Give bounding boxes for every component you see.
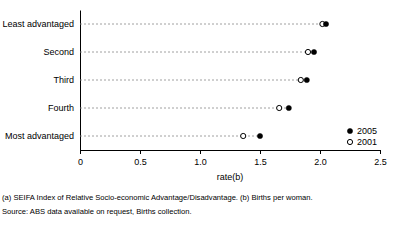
x-tick: 1.5 (254, 150, 267, 167)
x-tick-label: 2.5 (374, 157, 387, 167)
y-tick-label: Third (53, 75, 74, 85)
x-axis: 0 0.5 1.0 1.5 2.0 2.5 (78, 150, 387, 167)
y-tick-label: Second (43, 47, 74, 57)
dot (277, 105, 282, 110)
footnote: (a) SEIFA Index of Relative Socio-econom… (2, 193, 313, 202)
x-tick: 0.5 (134, 150, 147, 167)
y-axis-line (80, 11, 81, 151)
leader-line (80, 136, 260, 137)
legend-label: 2005 (357, 126, 377, 136)
dot (298, 77, 303, 82)
chart: 0 0.5 1.0 1.5 2.0 2.5 Least advantaged Second Th… (0, 0, 397, 227)
legend-marker (347, 139, 352, 144)
x-tick-mark (140, 150, 141, 154)
marks (80, 21, 329, 138)
leader-line (80, 52, 314, 53)
leader-line (80, 80, 307, 81)
dot (286, 105, 291, 110)
x-tick-mark (320, 150, 321, 154)
dot (323, 21, 328, 26)
dot (311, 49, 316, 54)
legend-entry: 2001 (347, 137, 377, 147)
y-tick: Second (43, 47, 80, 57)
leader-line (80, 108, 289, 109)
y-tick-label: Most advantaged (5, 131, 74, 141)
y-axis: Least advantaged Second Third Fourth Most ad… (2, 11, 80, 151)
x-tick-label: 0.5 (134, 157, 147, 167)
x-tick-mark (80, 150, 81, 154)
dot (241, 133, 246, 138)
leader-line (80, 24, 326, 25)
y-tick: Least advantaged (2, 19, 80, 29)
dot (304, 77, 309, 82)
x-tick: 0 (78, 150, 83, 167)
x-axis-line (81, 151, 381, 155)
x-tick: 1.0 (194, 150, 207, 167)
legend-label: 2001 (357, 137, 377, 147)
x-tick-mark (260, 150, 261, 154)
y-tick-label: Least advantaged (2, 19, 74, 29)
footnote: Source: ABS data available on request, B… (2, 207, 192, 216)
x-tick-label: 1.5 (254, 157, 267, 167)
x-tick-label: 0 (78, 157, 83, 167)
y-tick: Fourth (48, 103, 80, 113)
y-tick-label: Fourth (48, 103, 74, 113)
x-tick-mark (200, 150, 201, 154)
x-tick-label: 1.0 (194, 157, 207, 167)
dot (257, 133, 262, 138)
x-axis-title: rate(b) (217, 172, 244, 182)
dot (305, 49, 310, 54)
y-tick: Most advantaged (5, 131, 80, 141)
legend: 20052001 (347, 126, 377, 147)
y-tick: Third (53, 75, 80, 85)
plot: 0 0.5 1.0 1.5 2.0 2.5 Least advantaged Second Th… (2, 11, 386, 168)
x-tick-mark (380, 150, 381, 154)
x-tick: 2.5 (374, 150, 387, 167)
legend-marker (347, 128, 352, 133)
x-tick: 2.0 (314, 150, 327, 167)
legend-entry: 2005 (347, 126, 377, 136)
x-tick-label: 2.0 (314, 157, 327, 167)
